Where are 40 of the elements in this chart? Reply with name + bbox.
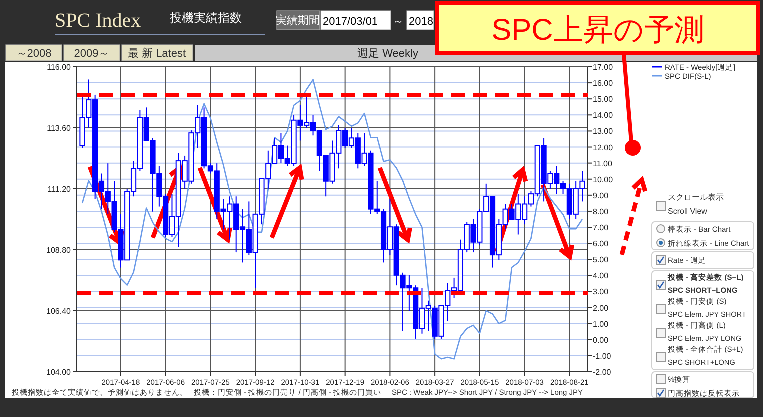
y2-tick-label: 12.00 [593,143,614,152]
y2-tick-label: 1.00 [593,320,610,329]
chart-subtitle: 週足 Weekly [358,48,419,60]
y2-tick-label: 16.00 [593,79,614,88]
y2-tick-label: 0.00 [593,336,610,345]
y2-tick-label: 7.00 [593,224,610,233]
y2-tick-label: -2.00 [593,368,612,377]
y2-tick-label: 14.00 [593,111,614,120]
text: ～2008 [16,48,52,60]
y2-tick-label: 5.00 [593,256,610,265]
y2-tick-label: 13.00 [593,127,614,136]
text: 投機実績指数 [169,11,242,25]
y2-tick-label: 8.00 [593,207,610,216]
y2-tick-label: 17.00 [593,63,614,72]
y2-tick-label: -1.00 [593,352,612,361]
y-tick-label: 108.80 [46,246,72,255]
y2-tick-label: 11.00 [593,159,613,168]
text: 最 新 Latest [128,47,186,60]
chart-title: SPC Index [55,10,142,32]
text: SPC上昇の予測 [492,14,704,47]
text: 実績期間 [276,14,320,27]
y2-tick-label: 6.00 [593,240,610,249]
y-tick-label: 116.00 [47,63,72,72]
y-tick-label: 113.60 [47,124,72,133]
text: Scroll View [668,207,708,216]
y2-tick-label: 15.00 [593,95,614,104]
text: 2018 [409,16,434,28]
line-series [82,79,584,360]
y-tick-label: 106.40 [46,307,72,316]
y-tick-label: 104.00 [46,368,72,377]
y2-tick-label: 4.00 [593,272,610,281]
text: 2009～ [74,48,110,60]
y2-tick-label: 2.00 [593,304,610,313]
y-tick-label: 111.20 [48,185,72,194]
y2-tick-label: 10.00 [593,175,614,184]
text: スクロール表示 [668,193,724,202]
y2-tick-label: 9.00 [593,191,610,200]
y2-tick-label: 3.00 [593,288,610,297]
text: ～ [393,16,404,28]
text: 2017/03/01 [323,16,378,28]
